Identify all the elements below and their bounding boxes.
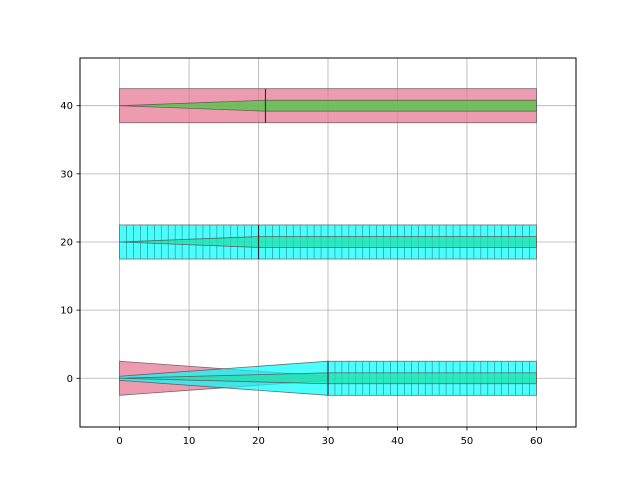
plot-area <box>119 88 537 396</box>
x-tick-label: 60 <box>530 436 543 447</box>
x-tick-label: 0 <box>116 436 122 447</box>
core-0 <box>265 99 537 112</box>
core-1 <box>258 236 537 248</box>
x-axis: 0 10 20 30 40 50 60 <box>116 427 543 447</box>
core-2 <box>327 372 537 385</box>
x-tick-label: 20 <box>252 436 265 447</box>
y-tick-label: 40 <box>60 101 73 112</box>
y-tick-label: 10 <box>60 306 73 317</box>
x-tick-label: 10 <box>183 436 196 447</box>
y-tick-label: 30 <box>60 169 73 180</box>
x-tick-label: 40 <box>391 436 404 447</box>
y-tick-label: 20 <box>60 237 73 248</box>
y-axis: 0 10 20 30 40 <box>60 101 80 385</box>
x-tick-label: 30 <box>322 436 335 447</box>
y-tick-label: 0 <box>67 374 73 385</box>
x-tick-label: 50 <box>461 436 474 447</box>
